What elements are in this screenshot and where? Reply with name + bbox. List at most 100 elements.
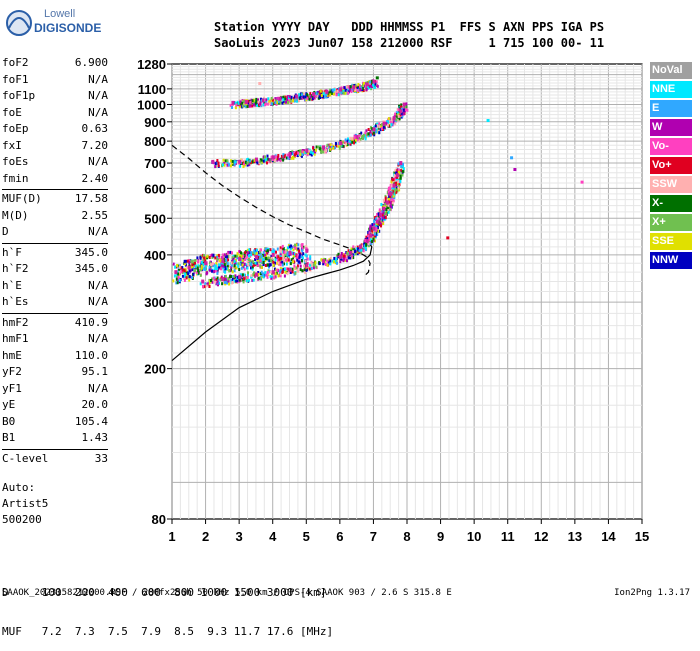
echo-point <box>287 258 290 262</box>
echo-point <box>351 140 354 144</box>
echo-point <box>331 145 333 149</box>
echo-point <box>288 245 291 249</box>
echo-point <box>364 239 367 243</box>
echo-point <box>281 260 284 264</box>
echo-point <box>322 148 325 152</box>
echo-point <box>200 260 203 264</box>
echo-point <box>202 284 204 288</box>
echo-point <box>276 268 279 272</box>
echo-point <box>188 269 191 273</box>
echo-point <box>380 224 382 228</box>
x-tick-label: 3 <box>236 529 243 544</box>
echo-point <box>224 265 227 269</box>
echo-point <box>224 159 227 163</box>
echo-point <box>391 188 394 192</box>
echo-point <box>224 277 227 281</box>
echo-point <box>361 244 364 248</box>
echo-point <box>276 101 278 105</box>
echo-point <box>243 267 246 271</box>
echo-point <box>312 266 315 270</box>
echo-point <box>298 251 301 255</box>
echo-point <box>240 251 242 255</box>
param-label: h`F2 <box>2 262 29 275</box>
echo-point <box>277 96 280 100</box>
echo-point <box>279 255 282 259</box>
echo-point <box>187 275 190 279</box>
echo-point <box>186 266 189 270</box>
echo-point <box>342 254 345 258</box>
echo-point <box>389 191 393 196</box>
echo-point <box>197 269 200 273</box>
echo-point <box>265 254 267 258</box>
echo-point <box>263 249 266 253</box>
echo-point <box>290 244 293 248</box>
echo-point <box>182 268 185 272</box>
param-row: foF2 6.900 <box>2 56 108 72</box>
echo-point <box>348 256 350 260</box>
param-row: fxI 7.20 <box>2 139 108 155</box>
echo-point <box>335 144 338 148</box>
echo-point <box>346 259 348 263</box>
echo-point <box>197 264 200 268</box>
echo-point <box>317 145 320 149</box>
echo-point <box>217 259 220 263</box>
auto-label: Auto: <box>2 481 36 494</box>
param-row: yF2 95.1 <box>2 365 108 381</box>
echo-point <box>227 279 230 283</box>
echo-point <box>338 254 342 259</box>
echo-point <box>255 259 258 263</box>
echo-point <box>301 259 304 263</box>
echo-point <box>389 201 392 205</box>
echo-point <box>352 85 356 90</box>
echo-point <box>385 210 388 214</box>
echo-point <box>298 93 301 97</box>
param-row: hmF2 410.9 <box>2 316 108 332</box>
echo-point <box>288 250 292 255</box>
echo-point <box>384 200 387 204</box>
echo-point <box>282 158 285 162</box>
echo-point <box>378 208 381 212</box>
echo-point <box>253 251 256 255</box>
echo-point <box>275 102 278 106</box>
echo-point <box>258 260 261 264</box>
echo-point <box>306 261 309 265</box>
echo-point <box>221 264 224 268</box>
echo-point <box>277 154 280 157</box>
echo-point <box>400 169 403 173</box>
echo-point <box>387 209 390 213</box>
echo-point <box>246 161 249 165</box>
echo-point <box>274 258 277 262</box>
echo-point <box>394 183 397 187</box>
param-value: 17.58 <box>74 192 108 205</box>
echo-point <box>345 251 348 254</box>
echo-point <box>391 197 394 201</box>
echo-point <box>252 260 255 264</box>
echo-point <box>339 260 342 264</box>
echo-point <box>209 261 211 265</box>
echo-point <box>296 154 299 158</box>
echo-point <box>348 250 352 255</box>
echo-point <box>175 277 178 281</box>
echo-point <box>251 104 254 108</box>
param-value: N/A <box>88 332 108 345</box>
echo-point <box>393 189 396 193</box>
echo-point <box>234 102 237 105</box>
echo-point <box>374 216 377 219</box>
echo-point <box>387 190 390 194</box>
echo-point <box>390 117 393 121</box>
echo-point <box>284 95 287 99</box>
echo-point <box>310 264 313 268</box>
auto-artist: Artist5 <box>2 497 49 510</box>
echo-point <box>290 258 293 262</box>
echo-point <box>275 256 278 260</box>
echo-point <box>347 137 349 141</box>
echo-point <box>398 183 401 187</box>
echo-point <box>279 274 282 278</box>
echo-point <box>402 162 404 166</box>
echo-point <box>212 276 215 280</box>
echo-point <box>325 95 328 99</box>
echo-point <box>392 120 395 124</box>
echo-point <box>278 248 281 252</box>
echo-point <box>321 91 324 95</box>
echo-point <box>216 257 219 261</box>
